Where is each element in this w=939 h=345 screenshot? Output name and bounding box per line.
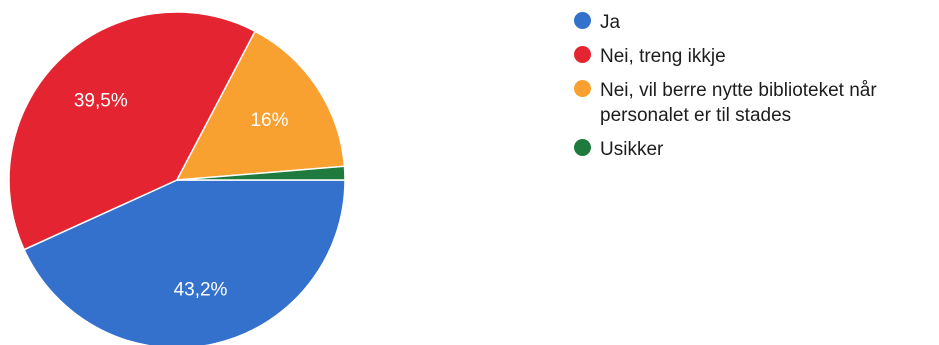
pie-slice-nei-vil-berre-nytte-biblioteket-n-r-personalet-er-til-stades (175, 30, 346, 181)
legend-item-nei-vil-berre: Nei, vil berre nytte biblioteket når per… (574, 78, 934, 128)
pie-slice-ja (23, 179, 346, 345)
legend-item-nei-treng-ikkje: Nei, treng ikkje (574, 44, 934, 69)
legend-label-ja: Ja (600, 12, 621, 33)
pie-slice-usikker (176, 165, 346, 181)
legend-swatch-nei-treng-ikkje (574, 46, 591, 63)
legend-item-ja: Ja (574, 10, 934, 35)
legend-label-usikker: Usikker (600, 139, 664, 160)
legend-label-nei-treng-ikkje: Nei, treng ikkje (600, 46, 726, 67)
legend-label-nei-vil-berre: Nei, vil berre nytte biblioteket når per… (600, 80, 877, 126)
pie-slice-nei-treng-ikkje (8, 11, 257, 251)
legend: Ja Nei, treng ikkje Nei, vil berre nytte… (574, 10, 934, 171)
legend-swatch-usikker (574, 139, 591, 156)
legend-swatch-ja (574, 12, 591, 29)
pie-label-ja: 43,2% (174, 279, 228, 300)
pie-chart: 43,2% 39,5% 16% (8, 11, 346, 345)
legend-swatch-nei-vil-berre (574, 80, 591, 97)
pie-label-nei-vil-berre-nytte-biblioteket-n-r-personalet-er-til-stades: 16% (250, 110, 288, 131)
pie-label-nei-treng-ikkje: 39,5% (74, 90, 128, 111)
legend-item-usikker: Usikker (574, 137, 934, 162)
